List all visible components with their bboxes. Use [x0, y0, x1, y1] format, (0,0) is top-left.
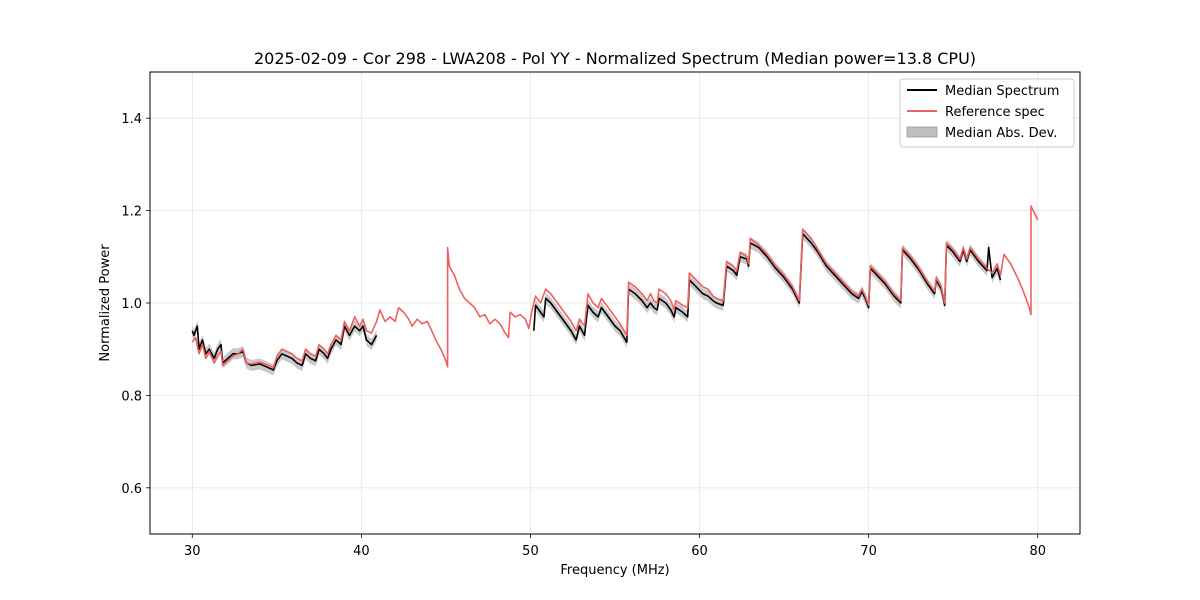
x-axis-label: Frequency (MHz)	[560, 563, 669, 578]
y-tick-label: 1.2	[121, 205, 142, 220]
y-tick-label: 0.6	[121, 482, 142, 497]
y-tick-label: 1.0	[121, 297, 142, 312]
median-spectrum-line	[191, 325, 378, 371]
legend-label-reference: Reference spec	[945, 105, 1045, 120]
y-axis-label: Normalized Power	[98, 244, 113, 362]
legend-label-median: Median Spectrum	[945, 84, 1059, 99]
mad-band	[192, 320, 377, 376]
legend-box	[899, 78, 1075, 148]
y-tick-label: 1.4	[121, 112, 142, 127]
mad-band	[533, 228, 1001, 348]
x-tick-label: 50	[522, 544, 539, 559]
x-tick-label: 80	[1029, 544, 1046, 559]
x-tick-label: 40	[353, 544, 370, 559]
legend-swatch-mad	[906, 126, 938, 138]
legend: Median Spectrum Reference spec Median Ab…	[899, 78, 1075, 148]
legend-label-mad: Median Abs. Dev.	[945, 126, 1057, 141]
x-tick-label: 30	[184, 544, 201, 559]
axis-ticks: 30 40 50 60 70 80 0.6 0.8 1.0 1.2 1.4	[121, 112, 1046, 559]
plot-data	[191, 205, 1039, 376]
series-group	[191, 205, 1039, 376]
reference-spectrum-line	[191, 205, 1039, 369]
x-tick-label: 60	[691, 544, 708, 559]
x-tick-label: 70	[860, 544, 877, 559]
chart-title: 2025-02-09 - Cor 298 - LWA208 - Pol YY -…	[254, 49, 976, 68]
y-tick-label: 0.8	[121, 389, 142, 404]
